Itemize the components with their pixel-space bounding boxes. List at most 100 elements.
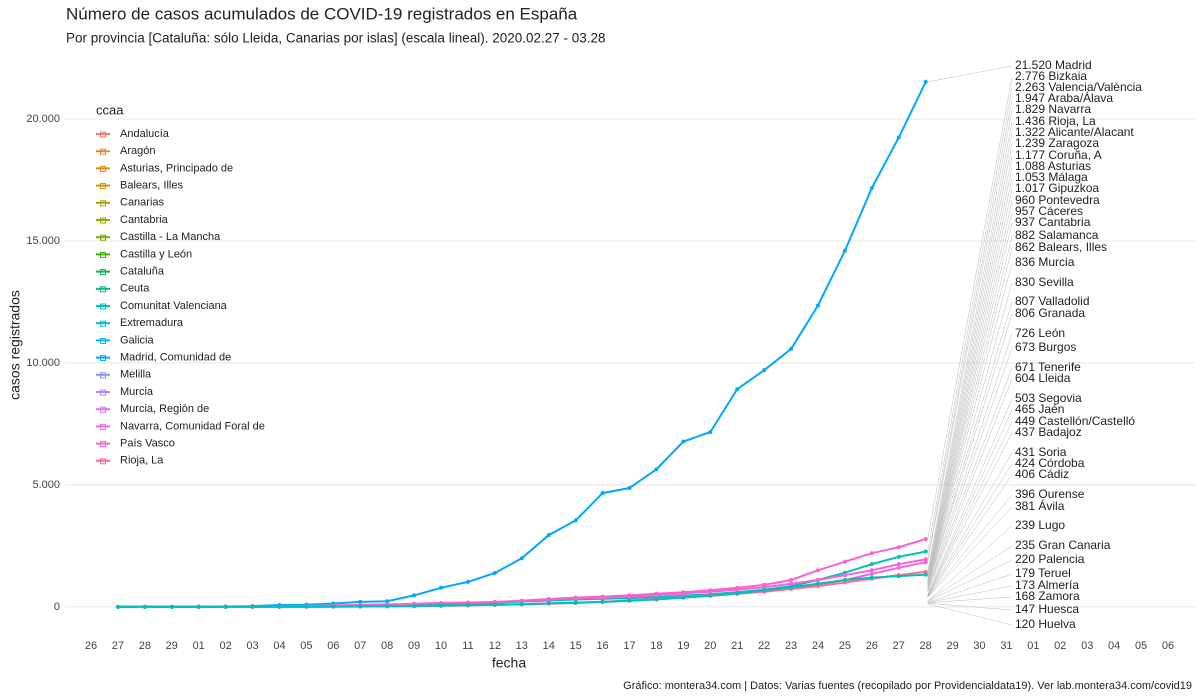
end-label: 604 Lleida: [1015, 371, 1071, 385]
x-tick-label: 26: [85, 640, 97, 652]
x-tick-label: 28: [139, 640, 151, 652]
data-point: [923, 572, 928, 577]
leader-line: [927, 177, 1013, 582]
end-label: 671 Tenerife: [1015, 360, 1081, 374]
data-point: [708, 430, 713, 435]
leader-line: [927, 603, 1013, 611]
leader-line: [927, 98, 1013, 560]
data-point: [519, 598, 524, 603]
data-point: [923, 549, 928, 554]
end-label: 424 Córdoba: [1015, 456, 1085, 470]
legend-label: Melilla: [120, 369, 152, 381]
x-tick-label: 01: [1027, 640, 1039, 652]
leader-line: [927, 585, 1013, 603]
end-label: 1.436 Rioja, La: [1015, 114, 1096, 128]
x-tick-label: 01: [193, 640, 205, 652]
x-tick-label: 05: [1135, 640, 1147, 652]
data-point: [762, 588, 767, 593]
legend-key-point: [100, 372, 106, 379]
data-point: [519, 556, 524, 561]
legend-label: Murcia, Región de: [120, 403, 209, 415]
data-point: [923, 569, 928, 574]
end-label: 168 Zamora: [1015, 589, 1080, 603]
data-point: [304, 604, 309, 609]
chart-title: Número de casos acumulados de COVID-19 r…: [66, 4, 578, 23]
data-point: [735, 587, 740, 592]
end-label: 465 Jaén: [1015, 402, 1064, 416]
x-tick-label: 07: [354, 640, 366, 652]
leader-line: [927, 121, 1013, 572]
end-label: 431 Soria: [1015, 445, 1067, 459]
data-point: [681, 439, 686, 444]
leader-line: [927, 200, 1013, 584]
data-point: [654, 597, 659, 602]
data-point: [815, 578, 820, 583]
data-point: [923, 557, 928, 562]
x-tick-label: 06: [1162, 640, 1174, 652]
x-tick-label: 16: [596, 640, 608, 652]
leader-line: [927, 166, 1013, 581]
data-point: [142, 604, 147, 609]
end-label: 2.263 Valencia/València: [1015, 80, 1142, 94]
legend-label: Balears, Illes: [120, 180, 183, 192]
data-point: [573, 518, 578, 523]
data-point: [735, 387, 740, 392]
data-point: [869, 575, 874, 580]
data-point: [654, 467, 659, 472]
data-point: [385, 599, 390, 604]
end-label: 807 Valladolid: [1015, 294, 1090, 308]
end-label: 1.017 Gipuzkoa: [1015, 181, 1099, 195]
leader-line: [927, 378, 1013, 593]
legend-key-point: [100, 406, 106, 413]
chart-subtitle: Por provincia [Cataluña: sólo Lleida, Ca…: [66, 31, 606, 46]
end-label: 957 Cáceres: [1015, 204, 1083, 218]
end-label: 673 Burgos: [1015, 340, 1076, 354]
data-point: [519, 602, 524, 607]
x-tick-label: 04: [1108, 640, 1120, 652]
data-point: [896, 135, 901, 140]
data-point: [869, 571, 874, 576]
end-label: 235 Gran Canaria: [1015, 538, 1111, 552]
leader-line: [927, 333, 1013, 590]
legend-key-point: [100, 303, 106, 310]
end-label: 937 Cantabria: [1015, 215, 1091, 229]
legend-key-point: [100, 251, 106, 258]
leader-line: [927, 545, 1013, 602]
x-tick-label: 28: [920, 640, 932, 652]
legend-label: Rioja, La: [120, 455, 164, 467]
data-point: [815, 581, 820, 586]
data-point: [789, 346, 794, 351]
x-tick-label: 06: [327, 640, 339, 652]
data-point: [465, 579, 470, 584]
leader-line: [927, 559, 1013, 602]
end-label: 862 Balears, Illes: [1015, 240, 1107, 254]
end-label: 120 Huelva: [1015, 617, 1076, 631]
y-axis-label: casos registrados: [7, 290, 23, 400]
legend-key-point: [100, 217, 106, 224]
leader-line: [927, 313, 1013, 588]
legend-label: Cantabria: [120, 214, 169, 226]
legend-label: Canarias: [120, 197, 165, 209]
leader-line: [927, 452, 1013, 597]
end-label: 1.177 Coruña, A: [1015, 148, 1102, 162]
legend-key-point: [100, 200, 106, 207]
y-tick-label: 5.000: [32, 479, 60, 491]
data-point: [492, 602, 497, 607]
data-point: [600, 599, 605, 604]
end-label: 882 Salamanca: [1015, 228, 1099, 242]
x-tick-label: 29: [166, 640, 178, 652]
legend-label: País Vasco: [120, 438, 175, 450]
x-tick-label: 21: [731, 640, 743, 652]
x-tick-label: 05: [300, 640, 312, 652]
end-label: 220 Palencia: [1015, 552, 1085, 566]
end-label: 21.520 Madrid: [1015, 58, 1092, 72]
legend-key-point: [100, 441, 106, 448]
data-point: [439, 585, 444, 590]
x-axis-label: fecha: [492, 655, 526, 671]
data-point: [600, 491, 605, 496]
data-point: [923, 79, 928, 84]
data-point: [762, 585, 767, 590]
series-line: [117, 81, 927, 608]
leader-line: [927, 432, 1013, 597]
legend-key-point: [100, 458, 106, 465]
